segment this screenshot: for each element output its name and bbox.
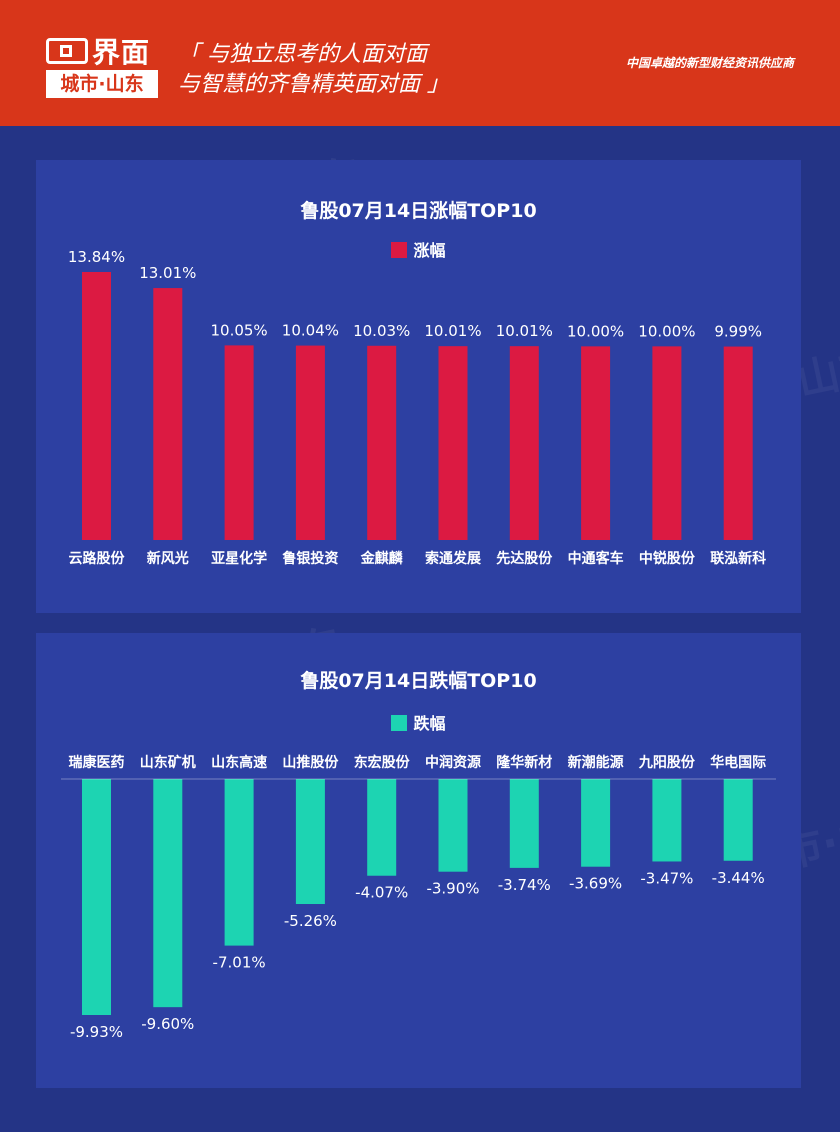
tagline: 中国卓越的新型财经资讯供应商 [625,56,794,70]
gainers-bar [224,345,254,540]
gainers-category-label: 金麒麟 [360,550,404,567]
losers-category-label: 山东高速 [211,754,267,771]
gainers-category-label: 中通客车 [568,550,624,567]
gainers-bar [82,272,111,540]
gainers-value-label: 10.01% [496,322,553,340]
gainers-panel: 鲁股07月14日涨幅TOP10 涨幅 13.84% 云路股份 13.01% 新风光 10… [36,160,801,613]
losers-panel: 鲁股07月14日跌幅TOP10 跌幅 -9.93% 瑞康医药 -9.60% 山东矿机 -… [36,633,801,1088]
gainers-bar [153,288,183,540]
losers-category-label: 新潮能源 [568,754,624,771]
losers-value-label: -3.44% [712,869,765,887]
gainers-bar [367,345,397,540]
gainers-value-label: 10.05% [210,321,267,339]
gainers-legend: 涨幅 [36,237,801,261]
losers-value-label: -3.47% [640,869,693,887]
losers-category-label: 东宏股份 [354,754,411,771]
gainers-category-label: 云路股份 [69,550,126,567]
losers-value-label: -7.01% [213,954,266,972]
header-banner: 界面 城市·山东 「 与独立思考的人面对面 与智慧的齐鲁精英面对面 」 中国卓越… [0,0,840,126]
slogan-line-2: 与智慧的齐鲁精英面对面 」 [178,72,449,97]
losers-value-label: -3.90% [426,880,479,898]
brand-name: 界面 [92,36,151,69]
gainers-category-label: 联泓新科 [710,550,766,567]
brand-mark-icon [46,38,88,64]
losers-category-label: 山东矿机 [140,754,196,771]
gainers-legend-swatch [391,242,408,258]
gainers-value-label: 10.00% [567,322,624,340]
losers-category-label: 华电国际 [710,754,766,771]
gainers-legend-label: 涨幅 [413,241,446,260]
gainers-bar-chart: 13.84% 云路股份 13.01% 新风光 10.05% 亚星化学 10.04% 鲁银投资 1… [68,248,766,567]
gainers-value-label: 9.99% [714,323,762,341]
slogan-line-1: 「 与独立思考的人面对面 [178,42,427,67]
losers-category-label: 隆华新材 [496,754,552,771]
losers-value-label: -5.26% [284,912,337,930]
gainers-bar [723,346,753,540]
losers-bar [295,779,325,905]
losers-bar [153,779,183,1008]
gainers-bar [295,345,325,540]
brand-city-badge: 城市·山东 [46,70,158,98]
losers-value-label: -4.07% [355,884,408,902]
losers-value-label: -9.60% [141,1015,194,1033]
losers-bar [581,779,611,867]
losers-bar [224,779,254,946]
losers-legend-swatch [391,715,408,731]
gainers-category-label: 亚星化学 [211,550,267,567]
losers-value-label: -3.74% [498,876,551,894]
losers-bar [652,779,682,862]
gainers-value-label: 13.01% [139,264,196,282]
brand-logo: 界面 [46,34,151,69]
gainers-value-label: 10.04% [282,322,339,340]
losers-bar [723,779,753,861]
losers-legend: 跌幅 [36,710,801,734]
losers-category-label: 九阳股份 [638,754,696,771]
losers-category-label: 山推股份 [282,754,339,771]
losers-value-label: -9.93% [70,1023,123,1041]
losers-category-label: 中润资源 [425,754,481,771]
losers-bar [82,779,111,1015]
gainers-category-label: 索通发展 [425,550,481,567]
losers-legend-label: 跌幅 [413,714,446,733]
gainers-category-label: 新风光 [147,550,189,567]
gainers-value-label: 13.84% [68,248,125,266]
gainers-value-label: 10.03% [353,322,410,340]
gainers-value-label: 10.00% [638,322,695,340]
gainers-bar [509,346,539,540]
losers-bar [367,779,397,876]
losers-chart-title: 鲁股07月14日跌幅TOP10 [300,670,537,692]
gainers-category-label: 先达股份 [496,550,553,567]
gainers-chart-title: 鲁股07月14日涨幅TOP10 [300,200,537,222]
losers-category-label: 瑞康医药 [69,754,125,771]
losers-bar [438,779,468,872]
gainers-bar [581,346,611,540]
gainers-category-label: 鲁银投资 [281,550,338,567]
losers-bar [509,779,539,868]
gainers-bar [652,346,682,540]
losers-bar-chart: -9.93% 瑞康医药 -9.60% 山东矿机 -7.01% 山东高速 -5.26% 山推股份… [61,754,776,1041]
losers-value-label: -3.69% [569,875,622,893]
gainers-category-label: 中锐股份 [639,550,696,567]
gainers-value-label: 10.01% [424,322,481,340]
gainers-bar [438,346,468,540]
